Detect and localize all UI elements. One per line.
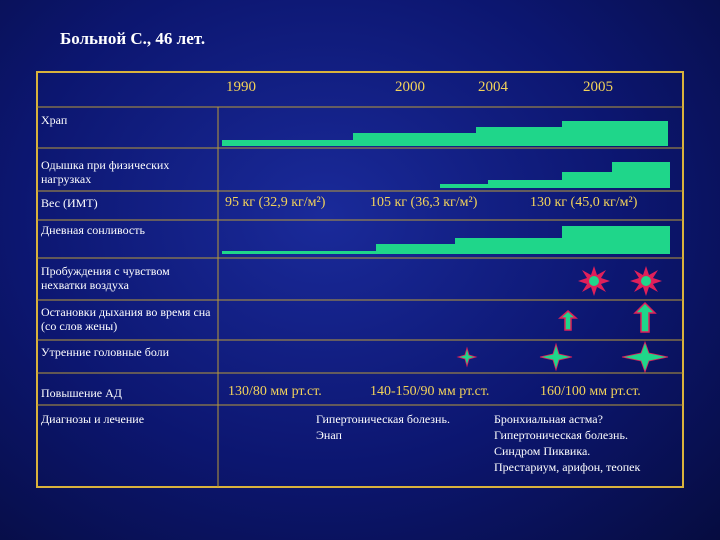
slide-title: Больной С., 46 лет. [60, 29, 206, 48]
diagnosis-line: Престариум, арифон, теопек [494, 460, 641, 474]
headache-stars [456, 340, 669, 374]
weight-value: 130 кг (45,0 кг/м²) [530, 195, 638, 210]
diagnosis-line: Бронхиальная астма? [494, 412, 603, 426]
weight-value: 105 кг (36,3 кг/м²) [370, 195, 478, 210]
row-dividers [37, 106, 683, 487]
bp-value: 160/100 мм рт.ст. [540, 384, 641, 399]
bp-value: 130/80 мм рт.ст. [228, 384, 322, 399]
row-label: Дневная сонливость [41, 223, 145, 237]
row-label: Одышка при физических нагрузках [41, 158, 170, 186]
apnea-arrows [558, 301, 657, 333]
diagnosis-line: Гипертоническая болезнь. [316, 412, 450, 426]
bp-value: 140-150/90 мм рт.ст. [370, 384, 490, 399]
weight-value: 95 кг (32,9 кг/м²) [225, 195, 326, 210]
year: 2004 [478, 79, 508, 95]
row-label: Диагнозы и лечение [41, 412, 145, 426]
year: 1990 [226, 79, 256, 95]
year: 2000 [395, 79, 425, 95]
dyspnea-steps [440, 162, 670, 188]
row-label: Утренние головные боли [41, 345, 170, 359]
diagnosis-line: Гипертоническая болезнь. [494, 428, 628, 442]
row-label: Остановки дыхания во время сна (со слов … [41, 305, 211, 333]
row-label: Пробуждения с чувством нехватки воздуха [41, 264, 170, 292]
diagnosis-line: Синдром Пиквика. [494, 444, 591, 458]
year: 2005 [583, 79, 613, 95]
row-label: Храп [41, 113, 68, 127]
row-label: Вес (ИМТ) [41, 196, 98, 210]
frame [36, 71, 684, 488]
snoring-steps [222, 121, 668, 146]
row-label: Повышение АД [41, 386, 122, 400]
sleepiness-steps [222, 226, 670, 254]
diagnosis-line: Энап [316, 428, 342, 442]
awakening-bursts [578, 266, 662, 296]
